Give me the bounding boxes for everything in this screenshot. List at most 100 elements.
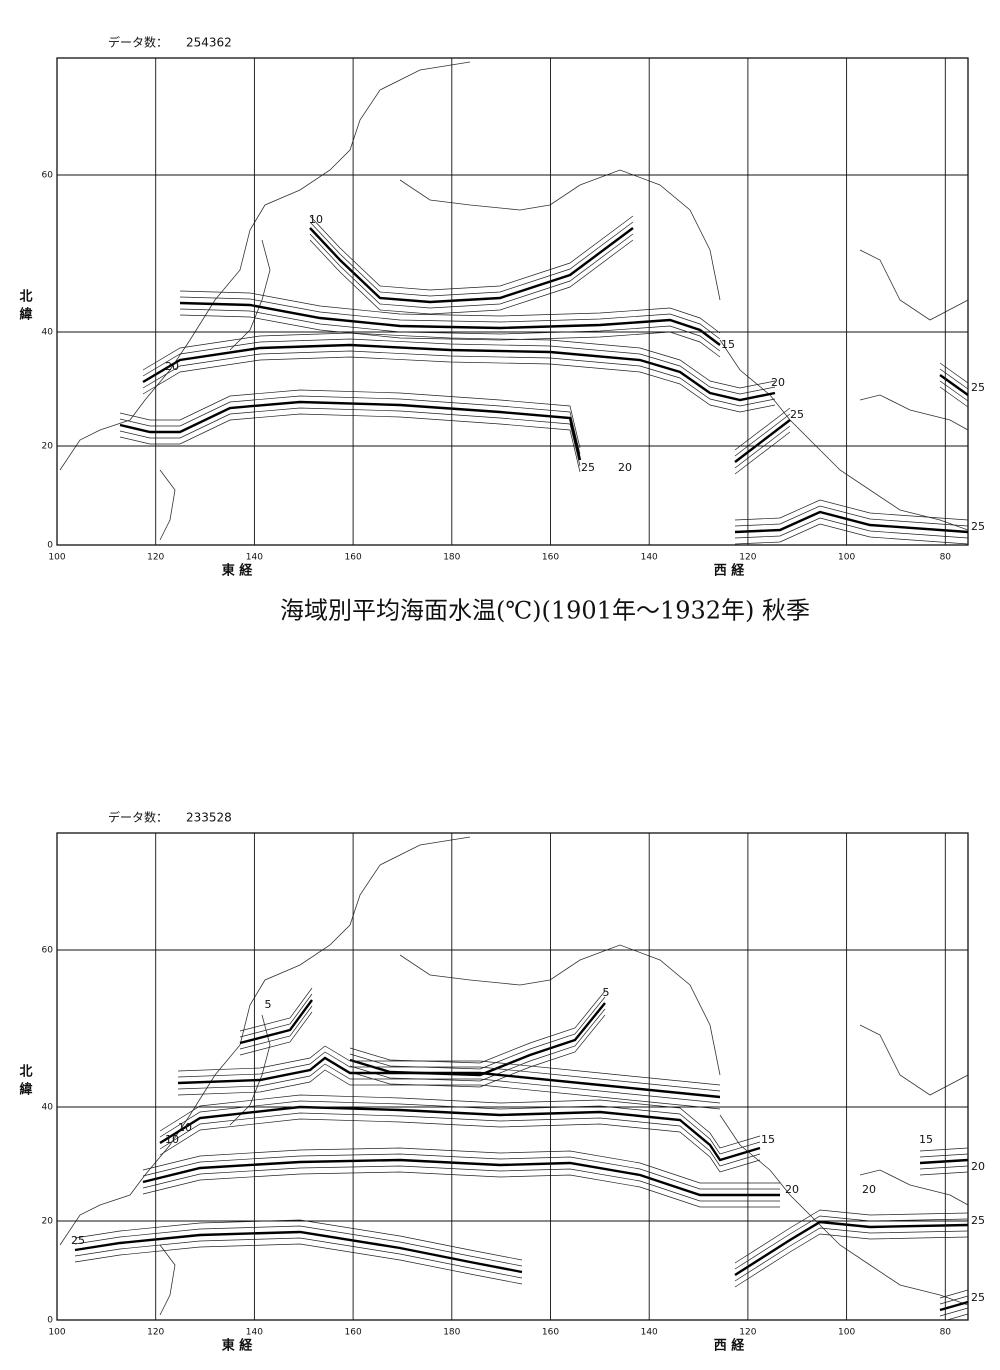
isotherm-major [309,227,634,304]
isotherm-thin [142,1165,780,1202]
isotherm-thin [939,386,968,408]
lat-tick-label: 60 [42,171,54,181]
lon-tick-label: 160 [345,1328,362,1338]
lon-tick-label: 180 [443,553,460,563]
lon-tick-label: 100 [838,553,855,563]
map: データ数： 254362 60 40 20 0 100 120 140 160 180 160 140 1… [19,35,985,579]
lon-tick-label: 160 [542,553,559,563]
coastline [859,394,968,431]
isotherm-thin [179,290,721,334]
lat-tick-label: 0 [47,541,53,551]
isotherm-thin [734,413,791,457]
isotherm-thin [74,1237,523,1279]
lon-tick-label: 140 [641,553,658,563]
map: データ数： 233528 60 40 20 0 100 120 140 160 180 160 140 1… [19,810,985,1354]
data-count: 254362 [186,36,232,50]
coastline [159,469,176,541]
contour-label: 10 [178,1121,192,1134]
isotherm-major [919,1158,968,1165]
isotherm-thin [734,407,791,451]
lat-axis-label: 北 [19,290,32,305]
isotherm-thin [179,296,721,340]
contour-label: 25 [581,461,595,474]
lat-tick-label: 0 [47,1316,53,1326]
isotherm-thin [159,1094,761,1149]
lat-tick-label: 20 [42,1217,54,1227]
isotherm-major [939,1300,968,1312]
isotherm-thin [142,1147,780,1184]
coastline [719,339,968,531]
lat-tick-label: 40 [42,1103,54,1113]
isotherm-major [734,510,968,534]
map-body [59,836,968,1320]
caption: 海域別平均海面水温(℃)(1901年～1932年) 秋季 [280,597,810,625]
isotherm-thin [734,517,968,539]
isotherm-thin [939,362,968,384]
isotherm-thin [177,1069,721,1110]
isotherm-major [239,999,313,1045]
contour-label: 20 [785,1183,799,1196]
contour-label: 20 [971,1160,985,1173]
lat-axis-label: 緯 [19,307,32,323]
isotherm-thin [142,1171,780,1208]
east-label: 東 経 [222,1338,254,1354]
isotherm-thin [939,380,968,402]
isotherm-thin [119,395,581,455]
isotherm-thin [119,389,581,449]
lon-tick-label: 100 [48,553,65,563]
coastline [399,169,721,301]
lat-tick-label: 40 [42,328,54,338]
isotherm-thin [349,1014,606,1088]
data-count-label: データ数： [108,810,168,825]
isotherm-major [939,374,968,396]
contour-label: 20 [618,461,632,474]
isotherm-thin [919,1165,968,1170]
isotherm-thin [142,350,776,407]
isotherm-thin [119,413,581,473]
isotherm-thin [939,1295,968,1305]
contour-label: 20 [771,376,785,389]
isotherm-thin [939,368,968,390]
coastline [859,1024,968,1096]
isotherm-major [142,343,776,402]
lon-tick-label: 140 [641,1328,658,1338]
west-label: 西 経 [714,1338,746,1354]
lon-tick-label: 120 [147,553,164,563]
isotherm-thin [309,215,634,291]
coastline [159,1244,176,1316]
isotherm-major [74,1230,523,1274]
contour-label: 15 [721,338,735,351]
east-label: 東 経 [222,563,254,579]
lon-tick-label: 180 [443,1328,460,1338]
contour-label: 25 [71,1234,85,1247]
isotherm-thin [945,1313,968,1320]
lat-tick-label: 20 [42,442,54,452]
isotherm-thin [142,356,776,413]
isotherm-thin [349,990,606,1064]
lon-tick-label: 120 [147,1328,164,1338]
lat-axis-label: 北 [19,1065,32,1080]
contour-label: 5 [265,998,272,1011]
contour-label: 25 [790,408,804,421]
map-body [59,61,968,545]
contour-label: 15 [761,1133,775,1146]
isotherm-major [119,400,582,461]
lon-tick-label: 140 [246,1328,263,1338]
contour-label: 25 [971,520,985,533]
isotherm-thin [159,1100,761,1155]
isotherm-thin [309,233,634,309]
isotherm-thin [734,1215,968,1270]
isotherm-thin [919,1147,968,1152]
isotherm-thin [142,338,776,395]
isotherm-thin [734,523,968,545]
isotherm-thin [177,1063,721,1104]
lon-tick-label: 80 [940,553,952,563]
map-frame [56,57,969,546]
isotherm-thin [239,987,313,1032]
coastline [59,836,471,1246]
isotherm-thin [734,1209,968,1264]
isotherm-thin [74,1243,523,1285]
isotherm-thin [309,239,634,315]
isotherm-thin [734,1233,968,1288]
